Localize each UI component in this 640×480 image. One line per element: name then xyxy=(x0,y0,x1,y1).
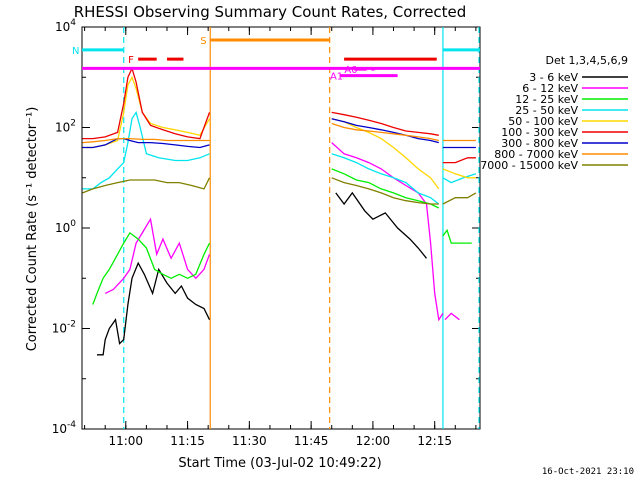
series-5 xyxy=(82,66,476,164)
series-line xyxy=(335,191,428,259)
y-axis-label: Corrected Count Rate (s⁻¹ detector⁻¹) xyxy=(25,107,40,352)
series-line xyxy=(331,118,439,144)
series-6 xyxy=(82,118,476,149)
legend-title: Det 1,3,4,5,6,9 xyxy=(545,54,628,67)
series-line xyxy=(442,192,477,205)
series-line xyxy=(82,137,210,144)
series-line xyxy=(92,231,211,305)
series-3 xyxy=(82,110,477,205)
series-line xyxy=(82,110,210,190)
legend-label: 800 - 7000 keV xyxy=(494,148,578,161)
series-1 xyxy=(104,142,460,322)
flag-label: A0 xyxy=(344,65,357,76)
series-line xyxy=(82,177,211,194)
series-7 xyxy=(82,122,476,144)
y-tick-label: 100 xyxy=(55,219,76,235)
series-line xyxy=(331,142,444,322)
flag-label: A1 xyxy=(330,72,343,83)
y-tick-label: 104 xyxy=(55,18,76,34)
legend-label: 12 - 25 keV xyxy=(515,93,578,106)
flag-label: F xyxy=(128,55,134,66)
legend-label: 7000 - 15000 keV xyxy=(480,159,578,172)
flag-label: N xyxy=(72,46,79,57)
series-line xyxy=(82,66,211,140)
series-line xyxy=(442,168,476,179)
series-8 xyxy=(82,177,477,205)
x-tick-label: 11:45 xyxy=(294,434,329,448)
x-tick-label: 11:30 xyxy=(232,434,267,448)
series-line xyxy=(104,217,211,294)
generation-timestamp: 16-Oct-2021 23:10 xyxy=(541,467,634,477)
x-tick-label: 11:15 xyxy=(170,434,205,448)
series-line xyxy=(442,157,476,164)
legend-label: 25 - 50 keV xyxy=(515,104,578,117)
series-line xyxy=(331,118,440,190)
series-line xyxy=(444,312,460,321)
x-tick-label: 12:00 xyxy=(356,434,391,448)
x-tick-label: 11:00 xyxy=(108,434,143,448)
series-line xyxy=(82,137,210,149)
series-line xyxy=(331,122,439,142)
legend-label: 300 - 800 keV xyxy=(501,137,578,150)
series-line xyxy=(331,168,440,209)
y-tick-label: 10-4 xyxy=(52,420,77,436)
y-tick-label: 102 xyxy=(55,119,76,135)
chart-title: RHESSI Observing Summary Count Rates, Co… xyxy=(74,3,467,21)
legend-label: 100 - 300 keV xyxy=(501,126,578,139)
series-line xyxy=(442,228,472,244)
series-line xyxy=(442,173,477,184)
series-line xyxy=(97,261,211,356)
x-tick-label: 12:15 xyxy=(417,434,452,448)
series-line xyxy=(331,111,439,136)
y-tick-label: 10-2 xyxy=(52,320,76,336)
series-0 xyxy=(97,191,428,356)
legend-label: 3 - 6 keV xyxy=(529,71,578,84)
series-line xyxy=(331,153,440,205)
series-line xyxy=(331,177,439,205)
series-2 xyxy=(92,168,472,305)
flag-mark xyxy=(371,67,375,71)
x-axis-label: Start Time (03-Jul-02 10:49:22) xyxy=(178,456,381,471)
plot-frame xyxy=(81,26,481,430)
flag-label: S xyxy=(200,36,206,47)
legend-label: 6 - 12 keV xyxy=(522,82,578,95)
plot-area: 10-4 10-2 100 102 104 11:00 11:15 11:30 11:45 12:… xyxy=(52,18,481,448)
legend-label: 50 - 100 keV xyxy=(508,115,578,128)
